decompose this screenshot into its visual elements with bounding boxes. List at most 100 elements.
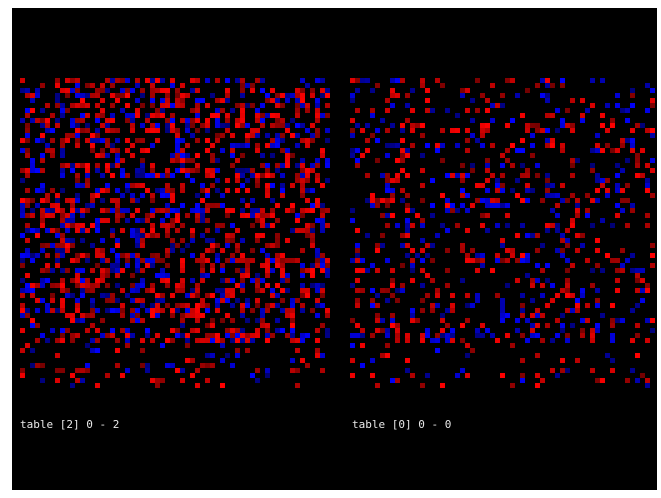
cell xyxy=(155,383,160,388)
cell xyxy=(85,363,90,368)
cell xyxy=(75,298,80,303)
cell xyxy=(235,338,240,343)
cell xyxy=(65,248,70,253)
cell xyxy=(370,88,375,93)
cell xyxy=(355,333,360,338)
cell xyxy=(90,83,95,88)
cell xyxy=(325,163,330,168)
cell xyxy=(610,258,615,263)
cell xyxy=(145,368,150,373)
cell xyxy=(635,353,640,358)
cell xyxy=(195,163,200,168)
cell xyxy=(235,353,240,358)
cell xyxy=(350,373,355,378)
cell xyxy=(255,118,260,123)
cell xyxy=(410,143,415,148)
cell xyxy=(235,283,240,288)
cell xyxy=(200,313,205,318)
cell xyxy=(280,123,285,128)
cell xyxy=(30,208,35,213)
cell xyxy=(275,203,280,208)
cell xyxy=(250,168,255,173)
cell xyxy=(470,258,475,263)
cell xyxy=(395,143,400,148)
cell xyxy=(435,148,440,153)
cell xyxy=(260,113,265,118)
cell xyxy=(170,308,175,313)
cell xyxy=(465,253,470,258)
cell xyxy=(225,213,230,218)
cell xyxy=(195,103,200,108)
cell xyxy=(370,333,375,338)
cell xyxy=(445,228,450,233)
cell xyxy=(640,148,645,153)
cell xyxy=(455,128,460,133)
cell xyxy=(515,148,520,153)
cell xyxy=(415,253,420,258)
cell xyxy=(240,103,245,108)
cell xyxy=(205,323,210,328)
cell xyxy=(420,268,425,273)
cell xyxy=(20,263,25,268)
cell xyxy=(425,273,430,278)
cell xyxy=(120,268,125,273)
cell xyxy=(25,343,30,348)
cell xyxy=(325,208,330,213)
cell xyxy=(320,148,325,153)
cell xyxy=(30,258,35,263)
cell xyxy=(405,368,410,373)
cell xyxy=(75,368,80,373)
cell xyxy=(175,88,180,93)
cell xyxy=(270,243,275,248)
cell xyxy=(300,188,305,193)
cell xyxy=(300,173,305,178)
cell xyxy=(175,128,180,133)
cell xyxy=(150,338,155,343)
cell xyxy=(280,253,285,258)
cell xyxy=(265,183,270,188)
cell xyxy=(265,308,270,313)
cell xyxy=(35,308,40,313)
cell xyxy=(295,123,300,128)
cell xyxy=(165,228,170,233)
cell xyxy=(465,208,470,213)
cell xyxy=(650,193,655,198)
cell xyxy=(545,93,550,98)
cell xyxy=(160,378,165,383)
cell xyxy=(55,83,60,88)
cell xyxy=(320,78,325,83)
cell xyxy=(80,98,85,103)
cell xyxy=(270,208,275,213)
cell xyxy=(105,153,110,158)
cell xyxy=(135,83,140,88)
cell xyxy=(165,188,170,193)
cell xyxy=(210,93,215,98)
cell xyxy=(55,203,60,208)
cell xyxy=(465,228,470,233)
cell xyxy=(25,188,30,193)
cell xyxy=(60,253,65,258)
cell xyxy=(175,153,180,158)
cell xyxy=(85,183,90,188)
cell xyxy=(535,128,540,133)
cell xyxy=(530,153,535,158)
cell xyxy=(110,233,115,238)
cell xyxy=(275,283,280,288)
cell xyxy=(45,263,50,268)
cell xyxy=(155,313,160,318)
cell xyxy=(275,318,280,323)
cell xyxy=(425,333,430,338)
cell xyxy=(85,368,90,373)
cell xyxy=(495,253,500,258)
cell xyxy=(595,263,600,268)
cell xyxy=(375,128,380,133)
cell xyxy=(485,158,490,163)
cell xyxy=(510,253,515,258)
cell xyxy=(135,283,140,288)
cell xyxy=(480,213,485,218)
cell xyxy=(155,208,160,213)
cell xyxy=(25,168,30,173)
cell xyxy=(195,98,200,103)
cell xyxy=(255,78,260,83)
cell xyxy=(115,208,120,213)
